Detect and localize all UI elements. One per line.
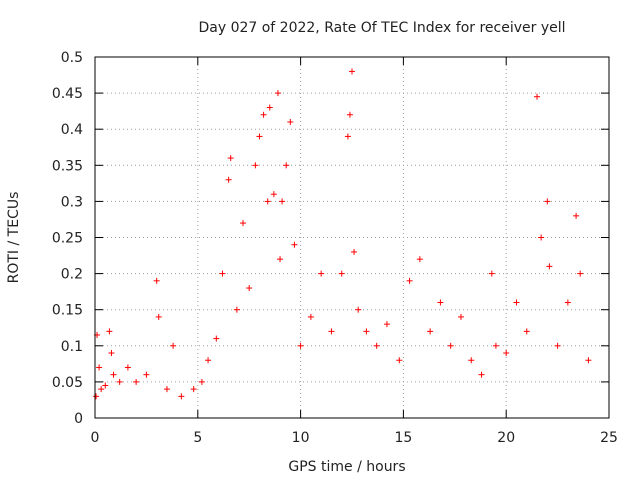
data-point [153,277,160,284]
data-point [427,328,434,335]
data-point [116,378,123,385]
data-point [260,111,267,118]
data-point [307,313,314,320]
y-tick-label: 0.35 [52,158,83,174]
data-point [383,321,390,328]
data-point [178,393,185,400]
data-point [106,328,113,335]
data-point [503,350,510,357]
data-point [346,111,353,118]
data-point [468,357,475,364]
y-tick-label: 0.5 [61,50,83,66]
data-point [108,350,115,357]
grid-lines [95,57,609,418]
data-point [488,270,495,277]
data-point [373,342,380,349]
data-point [102,382,109,389]
data-point [546,263,553,270]
data-point [240,220,247,227]
data-point [110,371,117,378]
data-point [205,357,212,364]
x-axis-label: GPS time / hours [288,459,405,475]
data-point [256,133,263,140]
x-tick-label: 10 [292,430,310,446]
y-tick-label: 0 [74,411,83,427]
data-points [93,68,592,400]
data-point [437,299,444,306]
y-tick-label: 0.2 [61,267,83,283]
data-point [554,342,561,349]
data-point [155,313,162,320]
data-point [355,306,362,313]
data-point [163,386,170,393]
y-tick-label: 0.45 [52,86,83,102]
data-point [564,299,571,306]
data-point [143,371,150,378]
data-point [492,342,499,349]
data-point [291,241,298,248]
y-tick-label: 0.4 [61,122,83,138]
data-point [225,176,232,183]
data-point [351,248,358,255]
data-point [534,93,541,100]
data-point [266,104,273,111]
data-point [513,299,520,306]
data-point [96,364,103,371]
x-tick-label: 15 [394,430,412,446]
data-point [344,133,351,140]
data-point [170,342,177,349]
data-point [585,357,592,364]
y-axis-label: ROTI / TECUs [6,192,22,284]
data-point [124,364,131,371]
data-point [318,270,325,277]
data-point [264,198,271,205]
y-tick-label: 0.15 [52,303,83,319]
data-point [279,198,286,205]
data-point [227,155,234,162]
data-point [447,342,454,349]
x-tick-label: 0 [91,430,100,446]
data-point [287,118,294,125]
data-point [133,378,140,385]
data-point [573,212,580,219]
data-point [544,198,551,205]
data-point [283,162,290,169]
data-point [93,393,100,400]
data-point [297,342,304,349]
x-tick-label: 5 [193,430,202,446]
data-point [277,256,284,263]
data-point [252,162,259,169]
data-point [406,277,413,284]
y-tick-label: 0.25 [52,231,83,247]
y-tick-label: 0.05 [52,375,83,391]
data-point [190,386,197,393]
axis-ticks: 0 5 10 15 20 25 0 0.05 0.1 0.15 0.2 0.25 0.3 0.35 0.4 0… [52,50,618,446]
data-point [363,328,370,335]
data-point [98,386,105,393]
data-point [246,285,253,292]
data-point [396,357,403,364]
chart-title: Day 027 of 2022, Rate Of TEC Index for r… [198,20,565,36]
data-point [219,270,226,277]
data-point [198,378,205,385]
y-tick-label: 0.3 [61,194,83,210]
y-tick-label: 0.1 [61,339,83,355]
data-point [538,234,545,241]
data-point [577,270,584,277]
data-point [523,328,530,335]
data-point [213,335,220,342]
data-point [478,371,485,378]
data-point [274,90,281,97]
data-point [233,306,240,313]
data-point [338,270,345,277]
data-point [270,191,277,198]
x-tick-label: 20 [497,430,515,446]
x-tick-label: 25 [600,430,618,446]
data-point [457,313,464,320]
data-point [349,68,355,75]
data-point [416,256,423,263]
data-point [328,328,335,335]
